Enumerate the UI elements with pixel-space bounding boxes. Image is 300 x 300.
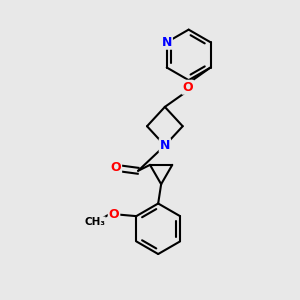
Text: N: N	[162, 36, 172, 49]
Text: O: O	[182, 81, 193, 94]
Text: O: O	[110, 161, 121, 174]
Text: N: N	[160, 139, 170, 152]
Text: O: O	[109, 208, 119, 221]
Text: CH₃: CH₃	[84, 217, 105, 227]
